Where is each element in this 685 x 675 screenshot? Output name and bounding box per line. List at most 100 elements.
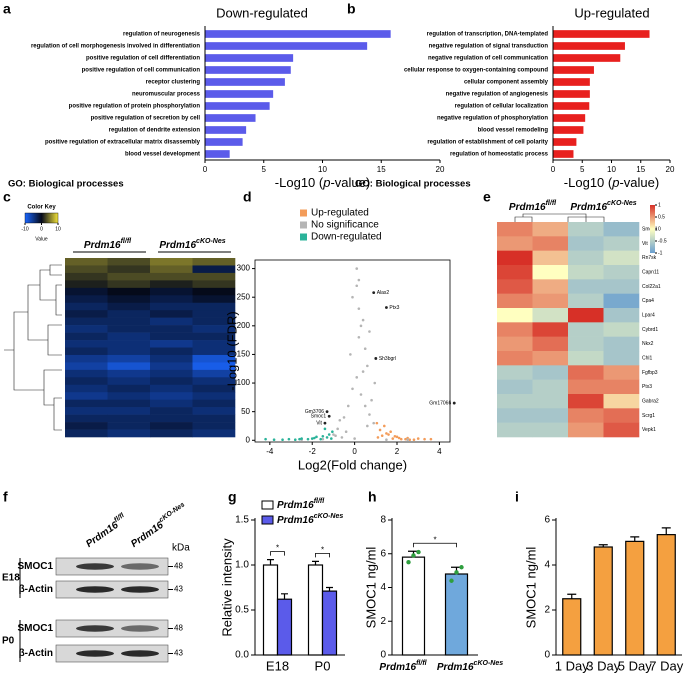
error-bar xyxy=(312,560,319,565)
point xyxy=(355,376,359,379)
category-label: negative regulation of angiogenesis xyxy=(446,92,549,98)
x-tick-label: 0 xyxy=(203,165,208,174)
heatmap-cell xyxy=(150,429,193,438)
bar xyxy=(205,78,285,86)
heatmap-cell xyxy=(603,408,640,423)
bar xyxy=(553,66,594,74)
point xyxy=(355,267,359,270)
heatmap-cell xyxy=(65,347,108,356)
bar xyxy=(444,573,469,656)
x-tick-label: 20 xyxy=(436,165,445,174)
heatmap-cell xyxy=(107,407,151,415)
point xyxy=(293,438,297,442)
data-point xyxy=(449,578,454,583)
legend-label-part: cKO-Nes xyxy=(314,513,344,520)
y-tick-label: 0 xyxy=(246,435,251,444)
heatmap-cell xyxy=(107,354,151,363)
category-label: regulation of dendrite extension xyxy=(109,128,201,134)
heatmap-cell xyxy=(65,392,108,401)
x-tick-label: E18 xyxy=(266,658,289,673)
bar xyxy=(625,540,645,656)
heatmap-cell xyxy=(497,250,533,266)
size-label: 43 xyxy=(174,585,183,594)
x-axis-label-part: -Log10 ( xyxy=(564,175,613,190)
y-tick-label: 100 xyxy=(237,378,251,387)
category-label: negative regulation of signal transducti… xyxy=(429,44,549,50)
bar xyxy=(553,114,586,122)
column-group-label-part: Prdm16 xyxy=(570,202,607,213)
heatmap-cell xyxy=(65,369,108,378)
protein-label: β-Actin xyxy=(19,584,53,595)
point xyxy=(351,387,354,391)
point xyxy=(406,438,409,442)
bar xyxy=(307,564,324,656)
scale-title: Color Key xyxy=(27,205,56,211)
bar xyxy=(205,126,247,134)
y-tick-label: 0.5 xyxy=(235,605,249,616)
point xyxy=(372,421,375,425)
significance-bracket xyxy=(270,551,285,556)
bar xyxy=(553,102,590,110)
point xyxy=(368,413,371,416)
heatmap-cell xyxy=(192,422,236,430)
heatmap-cell xyxy=(107,362,151,371)
point xyxy=(306,437,310,441)
heatmap-cell xyxy=(150,325,193,333)
labeled-point xyxy=(327,414,331,418)
category-label: neuromuscular process xyxy=(132,92,201,98)
heatmap-cell xyxy=(532,236,569,251)
heatmap-cell xyxy=(532,379,569,395)
color-scale xyxy=(24,212,59,224)
row-label: Smoc1 xyxy=(642,226,658,232)
bar xyxy=(553,150,574,158)
bar xyxy=(205,114,256,122)
heatmap-cell xyxy=(603,250,640,266)
point xyxy=(331,430,334,433)
column-group-label: Prdm16cKO-Nes xyxy=(570,200,636,212)
blot-band xyxy=(121,563,159,570)
size-label: 43 xyxy=(174,649,183,658)
heatmap-cell xyxy=(107,399,151,408)
x-axis-label-part: p xyxy=(611,175,619,190)
heatmap-cell xyxy=(192,399,236,408)
point xyxy=(357,335,361,339)
point xyxy=(380,434,384,438)
category-label: positive regulation of cell communicatio… xyxy=(82,68,201,74)
heatmap-cell xyxy=(192,265,236,274)
heatmap-cell xyxy=(150,265,193,274)
row-label: Scrg1 xyxy=(642,413,655,419)
error-bar xyxy=(281,593,288,600)
point xyxy=(373,381,377,385)
bar xyxy=(205,138,243,146)
y-tick-label: 2 xyxy=(544,605,550,616)
protein-label: SMOC1 xyxy=(17,561,53,572)
bar xyxy=(262,564,279,656)
legend-label: Down-regulated xyxy=(311,232,382,243)
category-label: regulation of establishment of cell pola… xyxy=(427,140,548,146)
heatmap-cell xyxy=(107,280,151,289)
heatmap-cell xyxy=(497,379,533,395)
heatmap-cell xyxy=(107,340,151,348)
heatmap-cell xyxy=(192,362,236,371)
footnote: GO: Biological processes xyxy=(355,179,471,190)
chart-title: Up-regulated xyxy=(574,5,649,20)
point xyxy=(363,404,367,408)
heatmap-cell xyxy=(150,377,193,386)
stage-label: E18 xyxy=(2,573,20,584)
bar xyxy=(205,102,270,110)
heatmap-cell xyxy=(532,351,569,366)
bar xyxy=(562,598,582,656)
heatmap-cell xyxy=(150,302,193,311)
size-label: 48 xyxy=(174,624,183,633)
point xyxy=(412,438,416,442)
heatmap-cell xyxy=(192,340,236,348)
heatmap-cell xyxy=(532,408,569,423)
heatmap-cell xyxy=(568,379,604,395)
row-label: Cybrd1 xyxy=(642,327,658,333)
point xyxy=(366,424,369,428)
bar xyxy=(205,66,291,74)
heatmap-cell xyxy=(150,295,193,304)
heatmap-cell xyxy=(532,394,569,409)
y-tick-label: 50 xyxy=(241,407,250,416)
heatmap-cell xyxy=(150,362,193,371)
